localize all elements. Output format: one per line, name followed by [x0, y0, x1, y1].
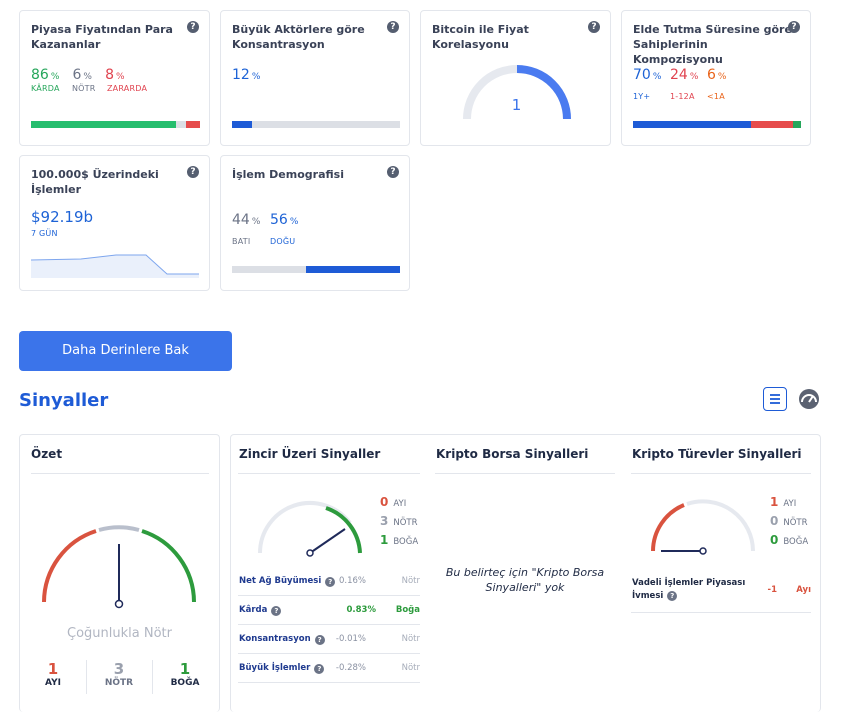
- derivatives-bear: 1 AYI: [770, 495, 797, 509]
- holding-bar: [633, 121, 801, 128]
- profit-bar: [31, 121, 200, 128]
- correlation-gauge: [463, 65, 571, 120]
- card-title: Bitcoin ile Fiyat Korelasyonu: [432, 23, 529, 51]
- card-title: İşlem Demografisi: [232, 168, 344, 181]
- card-title: 100.000$ Üzerindeki İşlemler: [31, 168, 159, 196]
- demographics-card: İşlem Demografisi ? 44% 56% BATI DOĞU: [220, 155, 410, 291]
- card-title: Elde Tutma Süresine göre Sahiplerinin Ko…: [633, 23, 792, 66]
- correlation-value: 1: [511, 96, 522, 114]
- list-view-button[interactable]: [763, 387, 787, 411]
- speedometer-icon: [799, 389, 819, 409]
- summary-bear: 1 AYI: [45, 660, 61, 688]
- onchain-bull: 1 BOĞA: [380, 533, 419, 547]
- gauge-view-button[interactable]: [797, 387, 821, 411]
- summary-title: Özet: [31, 447, 63, 461]
- onchain-gauge: [258, 501, 362, 557]
- derivatives-title: Kripto Türevler Sinyalleri: [632, 447, 802, 461]
- signal-row[interactable]: Kârda? 0.83% Boğa: [238, 596, 420, 625]
- large-tx-sparkline: [31, 254, 199, 278]
- signal-row[interactable]: Büyük İşlemler? -0.28% Nötr: [238, 654, 420, 683]
- card-title: Büyük Aktörlere göre Konsantrasyon: [232, 23, 365, 51]
- derivatives-row[interactable]: Vadeli İşlemler Piyasası İvmesi? -1 Ayı: [631, 575, 811, 613]
- concentration-bar: [232, 121, 400, 128]
- help-icon: ?: [271, 606, 282, 616]
- summary-gauge: [42, 525, 196, 609]
- derivatives-gauge: [651, 499, 755, 555]
- profit-stats: 86% 6% 8%: [31, 67, 125, 83]
- onchain-bear: 0 AYI: [380, 495, 407, 509]
- in-profit-value: 86: [31, 67, 49, 83]
- concentration-value: 12: [232, 67, 250, 83]
- help-icon: ?: [314, 635, 325, 645]
- in-loss-value: 8: [105, 67, 114, 83]
- summary-neutral: 3 NÖTR: [104, 660, 134, 688]
- onchain-title: Zincir Üzeri Sinyaller: [239, 447, 381, 461]
- summary-verdict: Çoğunlukla Nötr: [67, 626, 172, 641]
- help-icon[interactable]: ?: [588, 21, 600, 33]
- large-tx-period: 7 GÜN: [31, 229, 58, 238]
- in-profit-label: KÂRDA: [31, 84, 60, 93]
- card-title: Piyasa Fiyatından Para Kazananlar: [31, 23, 173, 51]
- correlation-card: Bitcoin ile Fiyat Korelasyonu ? 1: [420, 10, 611, 146]
- list-icon: [770, 394, 780, 404]
- help-icon[interactable]: ?: [387, 21, 399, 33]
- onchain-neutral: 3 NÖTR: [380, 514, 418, 528]
- exchange-empty-text: Bu belirteç için "Kripto Borsa Sinyaller…: [445, 566, 605, 594]
- in-loss-label: ZARARDA: [107, 84, 148, 93]
- large-transactions-card: 100.000$ Üzerindeki İşlemler ? $92.19b 7…: [19, 155, 210, 291]
- help-icon: ?: [325, 577, 336, 587]
- holding-card: Elde Tutma Süresine göre Sahiplerinin Ko…: [621, 10, 811, 146]
- signal-row[interactable]: Net Ağ Büyümesi? 0.16% Nötr: [238, 567, 420, 596]
- exchange-title: Kripto Borsa Sinyalleri: [436, 447, 589, 461]
- signals-panel: [230, 434, 821, 712]
- help-icon[interactable]: ?: [187, 21, 199, 33]
- signals-title: Sinyaller: [19, 390, 109, 411]
- large-tx-value: $92.19b: [31, 208, 94, 226]
- neutral-value: 6: [72, 67, 82, 83]
- neutral-label: NÖTR: [72, 84, 96, 93]
- summary-bull: 1 BOĞA: [170, 660, 200, 688]
- help-icon[interactable]: ?: [387, 166, 399, 178]
- help-icon[interactable]: ?: [788, 21, 800, 33]
- help-icon[interactable]: ?: [187, 166, 199, 178]
- derivatives-bull: 0 BOĞA: [770, 533, 809, 547]
- look-deeper-button[interactable]: Daha Derinlere Bak: [19, 331, 232, 371]
- derivatives-neutral: 0 NÖTR: [770, 514, 808, 528]
- profit-card: Piyasa Fiyatından Para Kazananlar ? 86% …: [19, 10, 210, 146]
- help-icon: ?: [314, 664, 325, 674]
- demographics-bar: [232, 266, 400, 273]
- help-icon: ?: [667, 591, 678, 601]
- concentration-card: Büyük Aktörlere göre Konsantrasyon ? 12%: [220, 10, 410, 146]
- signal-row[interactable]: Konsantrasyon? -0.01% Nötr: [238, 625, 420, 654]
